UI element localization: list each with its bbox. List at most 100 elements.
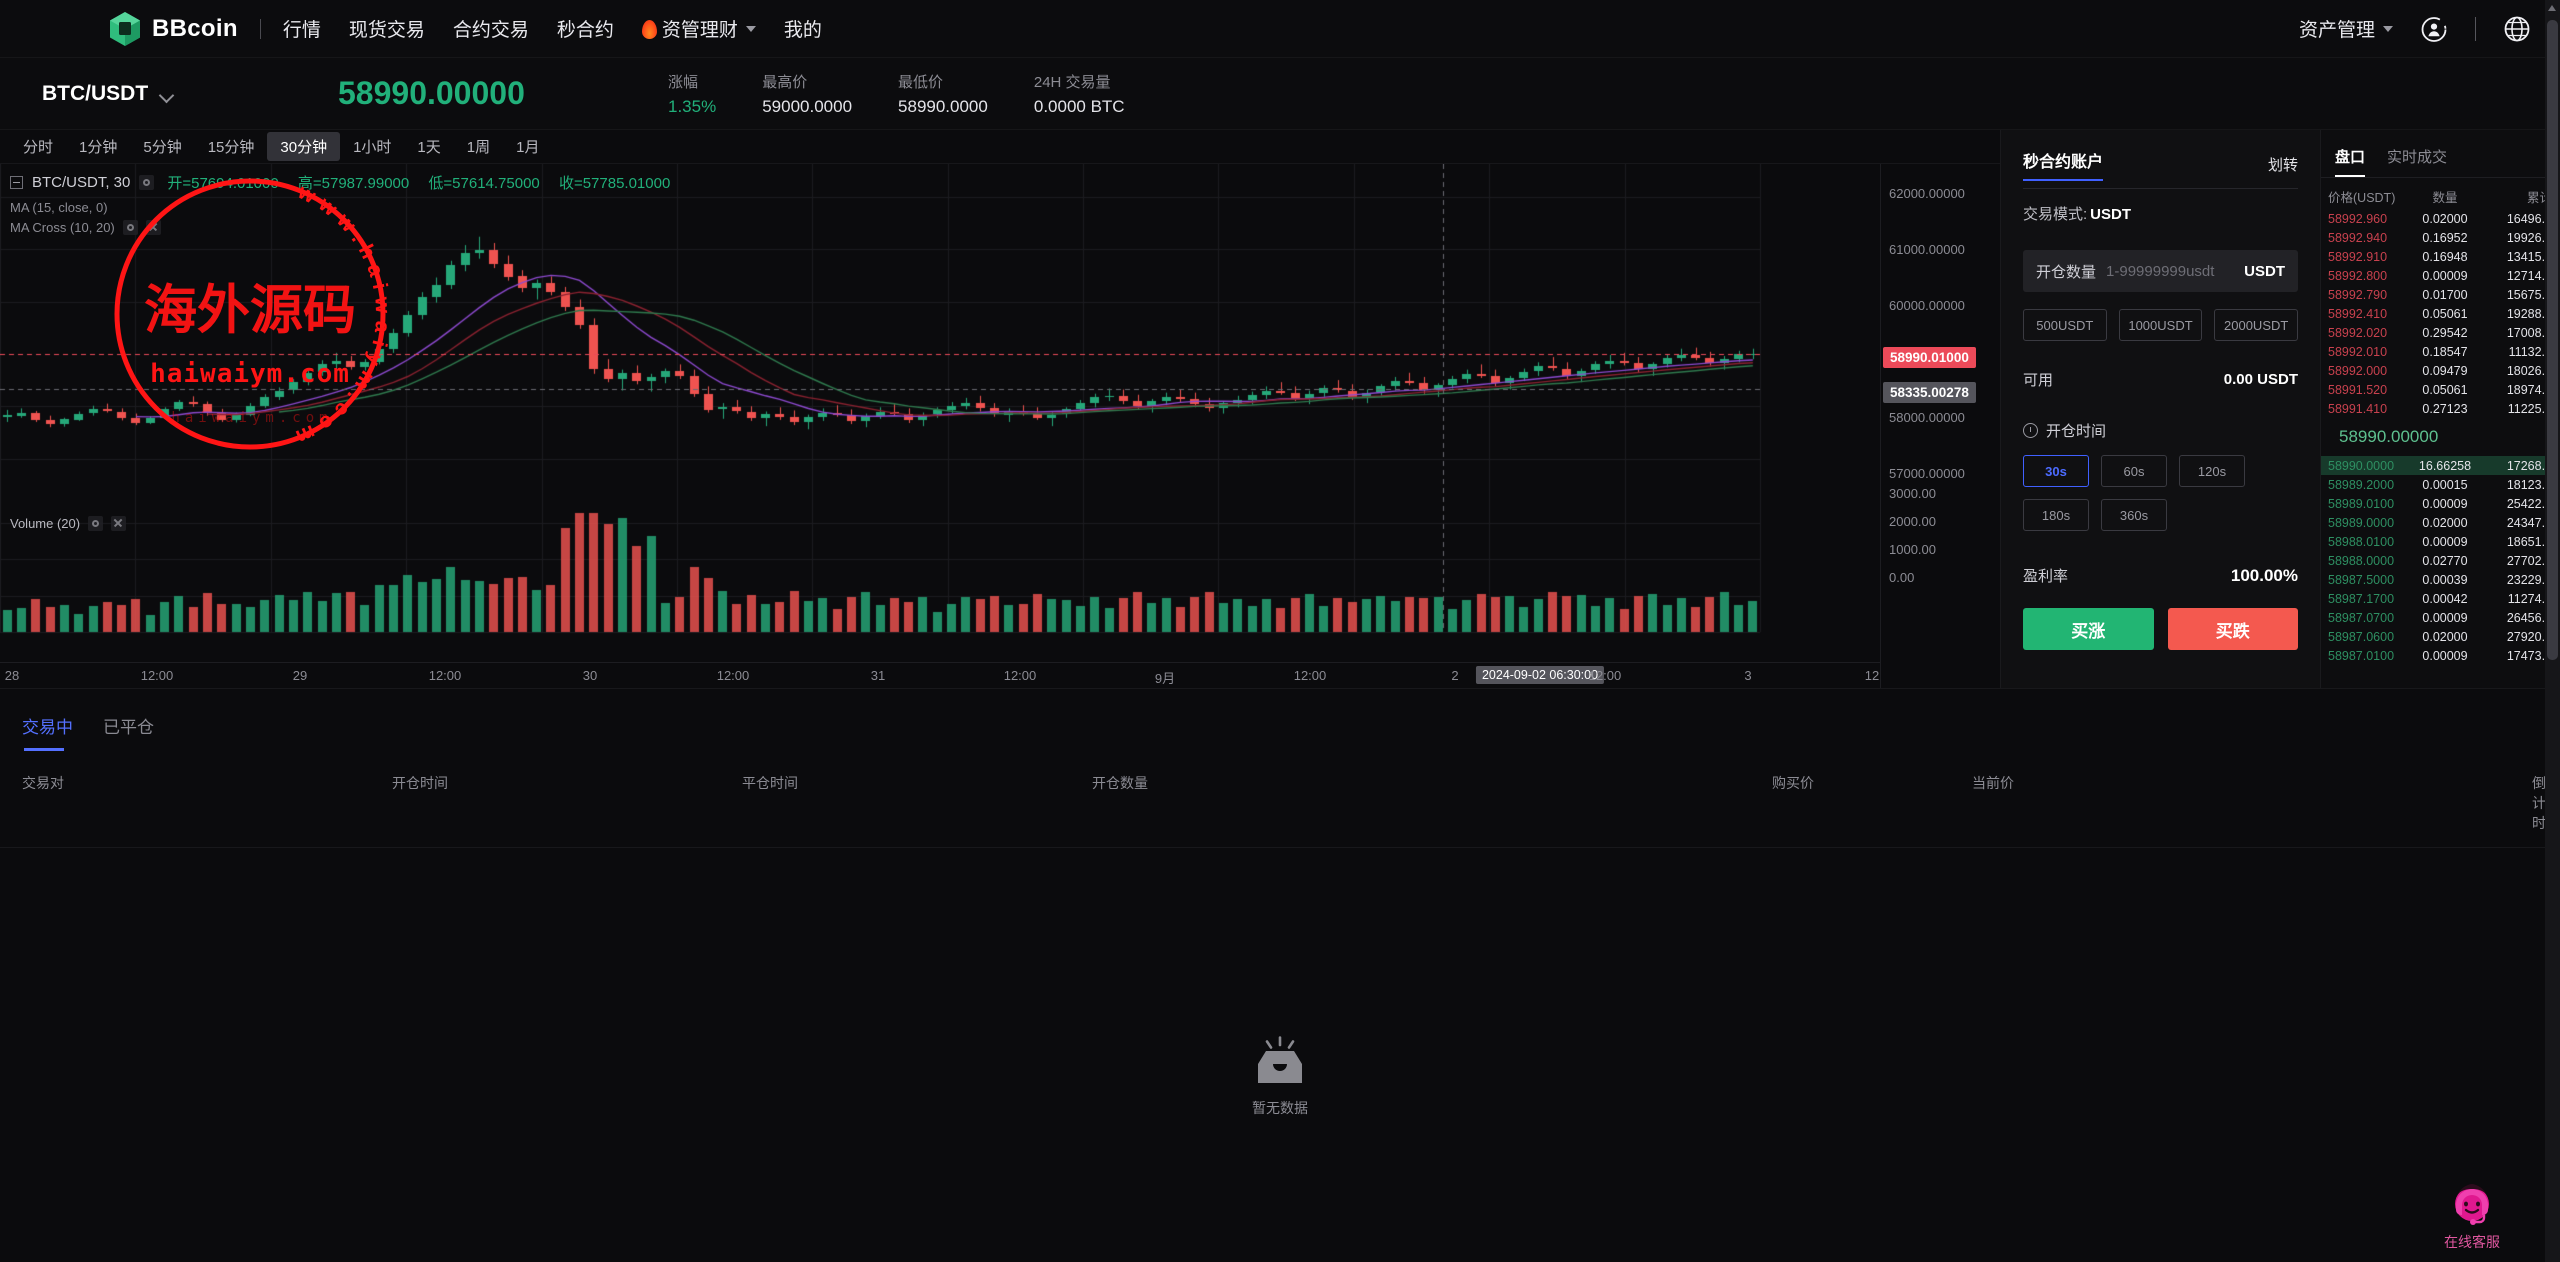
nav-vertical-divider xyxy=(2475,16,2476,41)
duration-180s[interactable]: 180s xyxy=(2023,499,2089,531)
order-book-row-ask[interactable]: 58992.000 0.09479 18026.9 xyxy=(2321,361,2560,380)
order-book-row-ask[interactable]: 58992.790 0.01700 15675.1 xyxy=(2321,285,2560,304)
buy-up-button[interactable]: 买涨 xyxy=(2023,608,2154,650)
trade-panel: 秒合约账户 划转 交易模式:USDT 开仓数量 USDT 500USDT 100… xyxy=(2000,130,2320,688)
ob-total: 16496.2 xyxy=(2506,211,2552,226)
nav-link-second-contract[interactable]: 秒合约 xyxy=(557,15,614,42)
chart-canvas-area[interactable]: BTC/USDT, 30 开=57694.01000 高=57987.99000… xyxy=(0,164,2000,688)
online-support-button[interactable]: 在线客服 xyxy=(2426,1182,2518,1252)
ob-total: 13415.2 xyxy=(2506,249,2552,264)
scrollbar-thumb[interactable] xyxy=(2547,20,2558,660)
order-book-row-ask[interactable]: 58992.020 0.29542 17008.0 xyxy=(2321,323,2560,342)
timeframe-1w[interactable]: 1周 xyxy=(466,139,491,156)
user-circle-icon[interactable] xyxy=(2419,14,2449,44)
nav-asset-management[interactable]: 资产管理 xyxy=(2299,15,2393,42)
candlestick-canvas[interactable] xyxy=(0,164,1880,662)
tab-open-positions[interactable]: 交易中 xyxy=(22,713,73,751)
duration-selector: 30s 60s 120s 180s 360s xyxy=(2023,455,2298,531)
ob-total: 18123.1 xyxy=(2506,477,2552,492)
scroll-up-arrow-icon[interactable] xyxy=(2548,5,2556,11)
buy-down-button[interactable]: 买跌 xyxy=(2167,608,2298,650)
tab-recent-trades[interactable]: 实时成交 xyxy=(2387,149,2448,166)
time-tick-10: 2 xyxy=(1451,668,1459,683)
ob-price: 58987.0600 xyxy=(2328,629,2395,644)
ob-col-price: 价格(USDT) xyxy=(2328,191,2396,205)
quick-amount-2000[interactable]: 2000USDT xyxy=(2214,309,2299,341)
order-book-row-bid[interactable]: 58989.0100 0.00009 25422.6 xyxy=(2321,494,2560,513)
ob-total: 23229.9 xyxy=(2506,572,2552,587)
nav-link-contract-trading[interactable]: 合约交易 xyxy=(453,15,529,42)
nav-link-mine[interactable]: 我的 xyxy=(784,15,822,42)
price-axis[interactable]: 62000.00000 61000.00000 60000.00000 5899… xyxy=(1880,164,2000,688)
order-book-row-bid[interactable]: 58987.0700 0.00009 26456.5 xyxy=(2321,608,2560,627)
tab-order-book[interactable]: 盘口 xyxy=(2335,146,2366,177)
globe-icon[interactable] xyxy=(2502,14,2532,44)
ob-total: 11274.5 xyxy=(2507,591,2552,606)
order-book-row-ask[interactable]: 58992.010 0.18547 11132.0 xyxy=(2321,342,2560,361)
ob-total: 17268.4 xyxy=(2506,458,2552,473)
timeframe-1m[interactable]: 1分钟 xyxy=(79,139,118,156)
volume-legend: Volume (20) xyxy=(10,516,127,531)
gear-icon[interactable] xyxy=(88,516,104,531)
order-book-row-ask[interactable]: 58992.800 0.00009 12714.2 xyxy=(2321,266,2560,285)
nav-divider xyxy=(259,18,261,39)
tab-closed-positions[interactable]: 已平仓 xyxy=(103,718,154,737)
page-scrollbar[interactable] xyxy=(2545,0,2560,1262)
order-book-row-bid[interactable]: 58987.5000 0.00039 23229.9 xyxy=(2321,570,2560,589)
empty-state-label: 暂无数据 xyxy=(1252,1100,1308,1116)
order-book-row-ask[interactable]: 58991.520 0.05061 18974.9 xyxy=(2321,380,2560,399)
order-book-row-bid[interactable]: 58987.0100 0.00009 17473.1 xyxy=(2321,646,2560,665)
ob-total: 26456.5 xyxy=(2506,610,2552,625)
order-book-bids: 58990.0000 16.66258 17268.4 58989.2000 0.000… xyxy=(2321,456,2560,665)
order-book-row-ask[interactable]: 58992.960 0.02000 16496.2 xyxy=(2321,209,2560,228)
nav-link-spot-trading[interactable]: 现货交易 xyxy=(349,15,425,42)
brand-logo-group[interactable]: BBcoin xyxy=(108,11,238,47)
time-tick-11: 12:00 xyxy=(1588,668,1622,683)
pair-selector[interactable]: BTC/USDT xyxy=(28,82,338,106)
order-book-row-ask[interactable]: 58992.940 0.16952 19926.0 xyxy=(2321,228,2560,247)
ob-total: 18026.9 xyxy=(2506,363,2552,378)
positions-tabs: 交易中 已平仓 xyxy=(0,689,2560,751)
timeframe-1mo[interactable]: 1月 xyxy=(516,139,540,156)
order-book-row-bid[interactable]: 58989.0000 0.02000 24347.9 xyxy=(2321,513,2560,532)
quick-amount-1000[interactable]: 1000USDT xyxy=(2118,309,2203,341)
profit-rate-value: 100.00% xyxy=(2230,565,2298,585)
ob-total: 24347.9 xyxy=(2506,515,2552,530)
order-book-row-ask[interactable]: 58992.410 0.05061 19288.2 xyxy=(2321,304,2560,323)
timeframe-1d[interactable]: 1天 xyxy=(417,139,441,156)
amount-field[interactable]: 开仓数量 USDT xyxy=(2023,250,2298,292)
timeframe-30m[interactable]: 30分钟 xyxy=(267,132,341,161)
timeframe-5m[interactable]: 5分钟 xyxy=(143,139,182,156)
ob-col-qty: 数量 xyxy=(2432,191,2458,205)
ob-qty: 0.00009 xyxy=(2422,534,2468,549)
quick-amount-500[interactable]: 500USDT xyxy=(2023,309,2107,341)
timeframe-1h[interactable]: 1小时 xyxy=(353,139,392,156)
amount-input[interactable] xyxy=(2106,262,2235,280)
close-icon[interactable] xyxy=(111,516,127,531)
order-book-row-bid[interactable]: 58988.0100 0.00009 18651.8 xyxy=(2321,532,2560,551)
ob-qty: 0.00009 xyxy=(2422,268,2468,283)
timeframe-15m[interactable]: 15分钟 xyxy=(207,139,255,156)
order-book-row-bid[interactable]: 58988.0000 0.02770 27702.0 xyxy=(2321,551,2560,570)
transfer-button[interactable]: 划转 xyxy=(2267,157,2298,174)
duration-360s[interactable]: 360s xyxy=(2101,499,2167,531)
trade-mode-value: USDT xyxy=(2090,206,2132,223)
order-book-row-ask[interactable]: 58991.410 0.27123 11225.5 xyxy=(2321,399,2560,418)
order-book-row-bid[interactable]: 58989.2000 0.00015 18123.1 xyxy=(2321,475,2560,494)
clock-icon xyxy=(2023,423,2038,438)
duration-30s[interactable]: 30s xyxy=(2023,455,2089,487)
tab-second-contract-account[interactable]: 秒合约账户 xyxy=(2023,148,2104,181)
ob-total: 12714.2 xyxy=(2506,268,2552,283)
order-book-row-ask[interactable]: 58992.910 0.16948 13415.2 xyxy=(2321,247,2560,266)
ob-total: 11132.0 xyxy=(2508,344,2552,359)
time-axis[interactable]: 28 12:00 29 12:00 30 12:00 31 12:00 9月 1… xyxy=(0,662,1880,688)
timeframe-fenshi[interactable]: 分时 xyxy=(23,139,54,156)
chevron-down-icon xyxy=(2383,25,2393,32)
order-book-row-bid[interactable]: 58987.0600 0.02000 27920.1 xyxy=(2321,627,2560,646)
order-book-row-bid[interactable]: 58987.1700 0.00042 11274.5 xyxy=(2321,589,2560,608)
duration-60s[interactable]: 60s xyxy=(2101,455,2167,487)
duration-120s[interactable]: 120s xyxy=(2179,455,2245,487)
nav-link-wealth-management[interactable]: 资管理财 xyxy=(642,15,756,42)
nav-link-markets[interactable]: 行情 xyxy=(283,15,321,42)
order-book-row-bid[interactable]: 58990.0000 16.66258 17268.4 xyxy=(2321,456,2560,475)
